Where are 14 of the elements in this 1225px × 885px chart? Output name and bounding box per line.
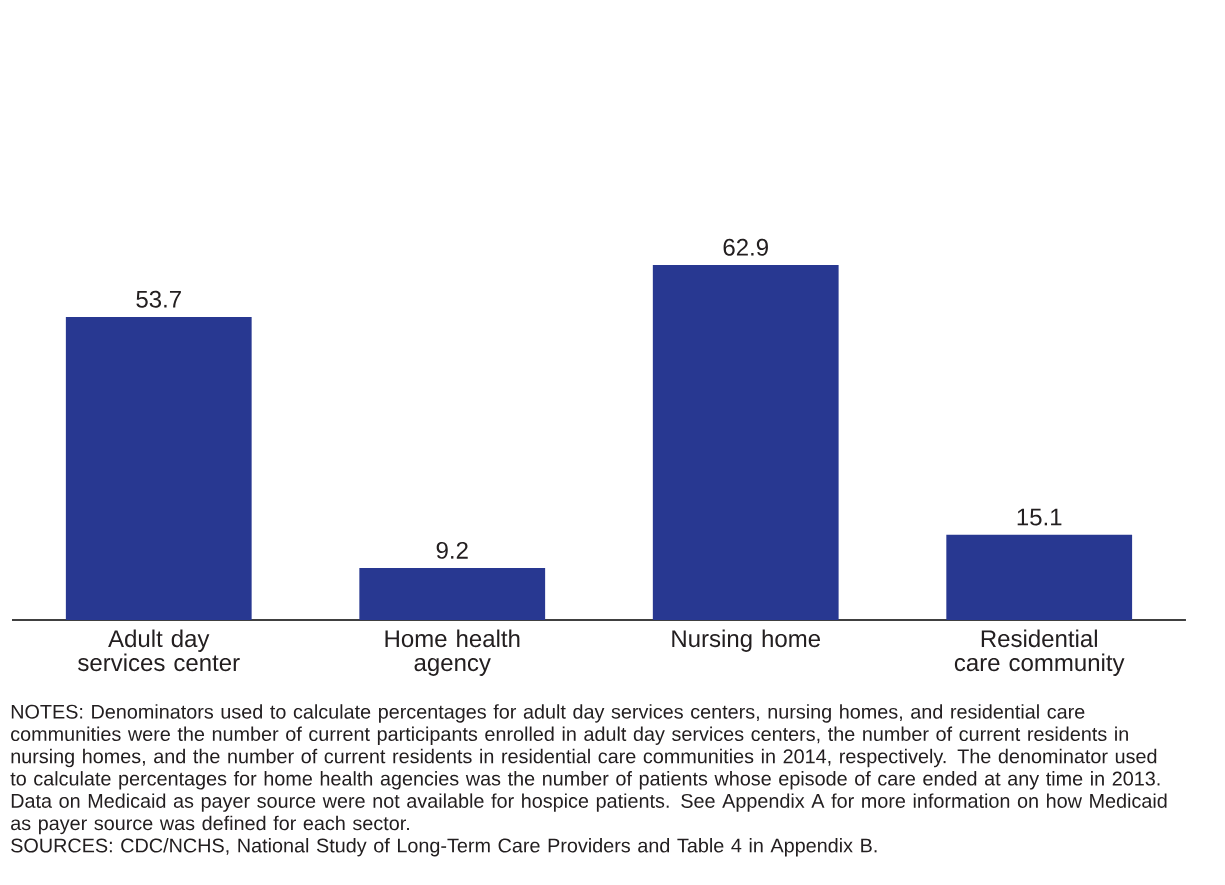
x-tick-label: Home health agency	[385, 629, 520, 676]
source-note: SOURCES: CDC/NCHS, National Study of Long-Term Care Providers and Table 4 in Appendix B.	[11, 838, 877, 857]
data-label: 62.9	[723, 238, 768, 256]
x-tick-label: Adult day services center	[78, 629, 240, 672]
data-label: 53.7	[136, 290, 181, 308]
data-label: 9.2	[436, 541, 468, 559]
x-tick-label: Residential care community	[954, 629, 1125, 676]
text: NOTES: Denominators used to calculate percentages for adult day services centers, nursing homes, and residential care communities were the number of current participants enrolled in adult day services centers, the number of current residents in nursing homes, and the number of current residents in residential care communities in 2014, respectively. The denominator used to calculate percentages for home health agencies was the number of patients whose episode of care ended at any time in 2013. Data on Medicaid as payer source were not available for hospice patients. See Appendix A for more information on how Medicaid as payer source was defined for each sector.	[10, 704, 1167, 835]
bar	[359, 568, 546, 620]
bar	[652, 264, 839, 620]
data-label: 15.1	[1017, 508, 1062, 526]
x-tick-label: Nursing home	[672, 629, 820, 652]
bar	[65, 316, 252, 620]
bar	[946, 534, 1133, 620]
